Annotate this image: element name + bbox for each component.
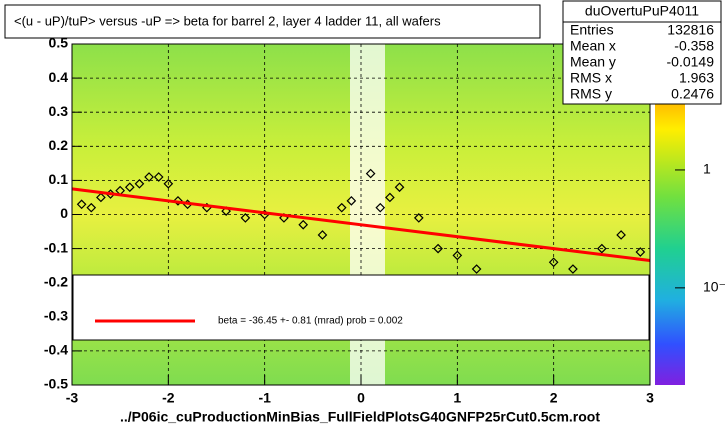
stats-label: Mean y bbox=[570, 54, 616, 70]
profile-point bbox=[413, 213, 424, 223]
stats-value: 132816 bbox=[667, 22, 714, 38]
stats-box bbox=[562, 0, 722, 105]
profile-point bbox=[452, 250, 463, 261]
fit-line bbox=[71, 187, 651, 263]
profile-point bbox=[394, 182, 405, 193]
chart-title: <(u - uP)/tuP> versus -uP => beta for ba… bbox=[14, 13, 441, 28]
x-tick-label: 0 bbox=[357, 390, 365, 406]
y-tick-label: 0.5 bbox=[49, 35, 69, 51]
y-tick-label: -0.1 bbox=[44, 239, 68, 255]
profile-point bbox=[635, 247, 646, 257]
profile-point bbox=[173, 196, 183, 206]
stats-value: -0.0149 bbox=[667, 54, 715, 70]
z-tick-label: 1 bbox=[703, 161, 711, 177]
profile-point bbox=[144, 172, 154, 182]
y-tick-label: -0.5 bbox=[44, 376, 68, 392]
profile-point bbox=[96, 192, 106, 203]
profile-point bbox=[385, 192, 395, 203]
x-tick-label: 1 bbox=[453, 390, 461, 406]
x-axis-label: ../P06ic_cuProductionMinBias_FullFieldPl… bbox=[120, 409, 600, 425]
y-tick-label: 0.3 bbox=[49, 103, 69, 119]
title-box bbox=[4, 4, 541, 39]
y-tick-label: 0.4 bbox=[49, 69, 69, 85]
profile-point bbox=[596, 243, 607, 254]
y-tick-label: 0.2 bbox=[49, 137, 69, 153]
profile-point bbox=[336, 202, 347, 213]
x-tick-label: 2 bbox=[550, 390, 558, 406]
stats-label: Mean x bbox=[570, 38, 616, 54]
profile-point bbox=[616, 230, 626, 240]
legend-box bbox=[72, 274, 650, 341]
x-tick-label: -3 bbox=[66, 390, 79, 406]
y-tick-label: -0.3 bbox=[44, 308, 68, 324]
profile-point bbox=[86, 202, 97, 213]
profile-point bbox=[134, 178, 145, 189]
stats-label: Entries bbox=[570, 22, 614, 38]
profile-point bbox=[548, 257, 559, 268]
profile-point bbox=[153, 172, 164, 182]
stats-value: -0.358 bbox=[674, 38, 714, 54]
stats-value: 1.963 bbox=[679, 70, 714, 86]
profile-point bbox=[568, 264, 578, 274]
profile-point bbox=[365, 168, 376, 179]
y-tick-label: 0.1 bbox=[49, 171, 69, 187]
profile-point bbox=[317, 230, 328, 240]
profile-point bbox=[240, 213, 251, 223]
z-tick-label: 10⁻¹ bbox=[703, 279, 725, 295]
stats-name: duOvertuPuP4011 bbox=[585, 3, 699, 19]
y-tick-label: 0 bbox=[60, 205, 68, 221]
y-tick-label: -0.2 bbox=[44, 273, 68, 289]
profile-point bbox=[76, 199, 87, 210]
profile-point bbox=[163, 178, 174, 189]
stats-label: RMS y bbox=[570, 86, 612, 102]
profile-point bbox=[124, 182, 135, 193]
profile-point bbox=[346, 196, 357, 206]
legend-text: beta = -36.45 +- 0.81 (mrad) prob = 0.00… bbox=[218, 316, 403, 327]
profile-point bbox=[298, 219, 309, 230]
stats-label: RMS x bbox=[570, 70, 612, 86]
profile-point bbox=[433, 243, 443, 254]
profile-point bbox=[375, 202, 386, 213]
profile-point bbox=[471, 264, 482, 274]
y-tick-label: -0.4 bbox=[44, 342, 68, 358]
x-tick-label: -1 bbox=[258, 390, 271, 406]
x-tick-label: -2 bbox=[162, 390, 175, 406]
stats-value: 0.2476 bbox=[671, 86, 714, 102]
x-tick-label: 3 bbox=[646, 390, 654, 406]
